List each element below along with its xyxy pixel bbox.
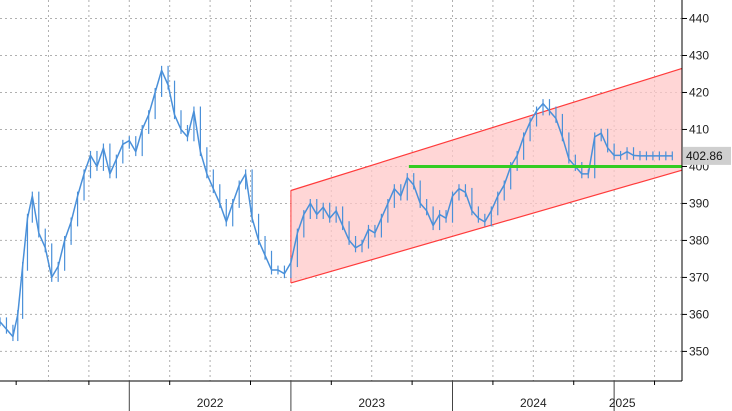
last-value-label: 402.86 — [686, 149, 723, 163]
trend-channel — [290, 67, 683, 284]
y-tick-label: 390 — [689, 196, 709, 210]
channel-fill — [290, 68, 682, 283]
y-tick-label: 350 — [689, 344, 709, 358]
channel-lower-line — [290, 169, 683, 284]
y-tick-label: 440 — [689, 11, 709, 25]
price-line — [0, 69, 673, 338]
last-value-box — [683, 146, 731, 165]
price-series — [0, 65, 673, 342]
y-tick-label: 370 — [689, 270, 709, 284]
channel-upper-line — [290, 67, 683, 192]
last-value-tag: 402.86 — [683, 146, 731, 165]
y-tick-label: 360 — [689, 307, 709, 321]
x-tick-label: 2024 — [520, 396, 547, 410]
y-tick-label: 430 — [689, 48, 709, 62]
y-tick-label: 420 — [689, 85, 709, 99]
x-tick-label: 2022 — [197, 396, 224, 410]
y-tick-label: 380 — [689, 233, 709, 247]
x-tick-label: 2023 — [358, 396, 385, 410]
y-tick-label: 410 — [689, 122, 709, 136]
x-tick-label: 2025 — [609, 396, 636, 410]
